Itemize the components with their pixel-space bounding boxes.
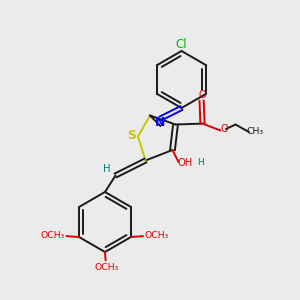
Text: OCH₃: OCH₃ — [95, 262, 119, 272]
Text: S: S — [127, 129, 136, 142]
Text: H: H — [103, 164, 110, 174]
Text: H: H — [198, 158, 204, 167]
Text: O: O — [198, 90, 206, 100]
Text: OCH₃: OCH₃ — [145, 231, 169, 240]
Text: N: N — [155, 116, 165, 130]
Text: Cl: Cl — [176, 38, 187, 51]
Text: O: O — [220, 124, 228, 134]
Text: CH₃: CH₃ — [247, 128, 263, 136]
Text: OH: OH — [178, 158, 193, 168]
Text: OCH₃: OCH₃ — [40, 231, 65, 240]
